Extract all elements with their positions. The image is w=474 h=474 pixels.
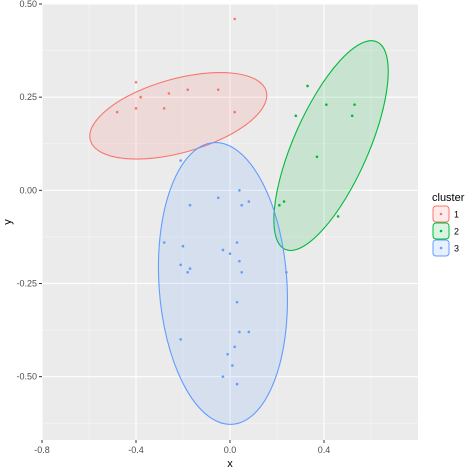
- cluster-3-point: [162, 241, 166, 244]
- cluster-2-point: [353, 103, 356, 106]
- cluster-3-point: [188, 203, 192, 207]
- cluster-3-point: [235, 241, 239, 244]
- x-tick-label: 0.4: [318, 445, 331, 455]
- legend: cluster 1 2 3: [432, 192, 465, 257]
- cluster-1-point: [115, 110, 119, 114]
- cluster-2-point: [350, 114, 354, 118]
- y-tick-label: 0.50: [19, 0, 37, 9]
- y-tick-label: 0.00: [19, 185, 37, 195]
- cluster-3-point: [179, 159, 182, 162]
- cluster-1-point: [134, 80, 138, 84]
- cluster-3-point: [285, 271, 288, 274]
- major-gridlines: [41, 3, 418, 440]
- cluster-3-point: [231, 364, 234, 367]
- cluster-3-point: [247, 330, 251, 334]
- cluster-1-point: [139, 95, 142, 99]
- cluster-3-point: [247, 200, 251, 203]
- cluster-ellipses: [89, 40, 389, 425]
- cluster-1-point: [167, 92, 171, 95]
- cluster-1-point: [134, 107, 138, 110]
- cluster-3-point: [179, 263, 182, 267]
- cluster-1-point: [162, 107, 166, 110]
- cluster-2-point: [325, 103, 328, 106]
- cluster-3-point: [238, 189, 241, 192]
- cluster-3-point: [226, 352, 229, 356]
- cluster-3-point: [221, 375, 225, 378]
- cluster-3-point: [188, 267, 192, 270]
- cluster-1-point: [233, 110, 236, 114]
- cluster-3-point: [228, 252, 232, 255]
- data-points: [115, 17, 356, 386]
- cluster-2-point: [306, 84, 309, 88]
- legend-key-dot-1: [439, 212, 443, 216]
- cluster-3-point: [186, 271, 189, 274]
- cluster-2-point: [336, 215, 340, 218]
- cluster-3-point: [235, 300, 239, 304]
- x-tick-label: -0.8: [34, 445, 50, 455]
- cluster-2-point: [315, 155, 319, 159]
- legend-key-dot-2: [439, 229, 443, 233]
- cluster-1-point: [216, 88, 220, 92]
- cluster-3-point: [238, 259, 241, 263]
- legend-label-2: 2: [454, 227, 459, 237]
- cluster-2-point: [294, 114, 298, 118]
- legend-key-dot-3: [439, 246, 443, 250]
- cluster-3-point: [181, 244, 185, 248]
- cluster-3-point: [240, 203, 244, 207]
- cluster-3-point: [221, 248, 225, 252]
- cluster-3-point: [238, 330, 241, 334]
- cluster-3-point: [233, 345, 236, 349]
- y-axis: 0.50 0.25 0.00 -0.25 -0.50: [16, 0, 42, 382]
- legend-title: cluster: [432, 192, 465, 204]
- cluster-1-point: [186, 88, 189, 92]
- y-tick-label: 0.25: [19, 92, 37, 102]
- legend-label-3: 3: [454, 244, 459, 254]
- legend-label-1: 1: [454, 210, 459, 220]
- cluster-1-ellipse: [89, 72, 268, 160]
- cluster-2-point: [282, 200, 286, 203]
- cluster-3-point: [216, 196, 220, 200]
- cluster-3-point: [235, 382, 239, 386]
- x-axis: -0.8 -0.4 0.0 0.4: [34, 440, 330, 455]
- cluster-3-ellipse: [157, 142, 289, 425]
- y-axis-title: y: [2, 219, 14, 225]
- cluster-3-point: [240, 271, 244, 274]
- x-axis-title: x: [227, 458, 233, 470]
- x-tick-label: 0.0: [224, 445, 237, 455]
- cluster-2-ellipse: [273, 40, 389, 252]
- y-tick-label: -0.50: [16, 372, 37, 382]
- cluster-3-point: [179, 338, 182, 341]
- cluster-2-point: [278, 203, 281, 207]
- y-tick-label: -0.25: [16, 278, 37, 288]
- x-tick-label: -0.4: [128, 445, 144, 455]
- cluster-1-point: [233, 17, 236, 21]
